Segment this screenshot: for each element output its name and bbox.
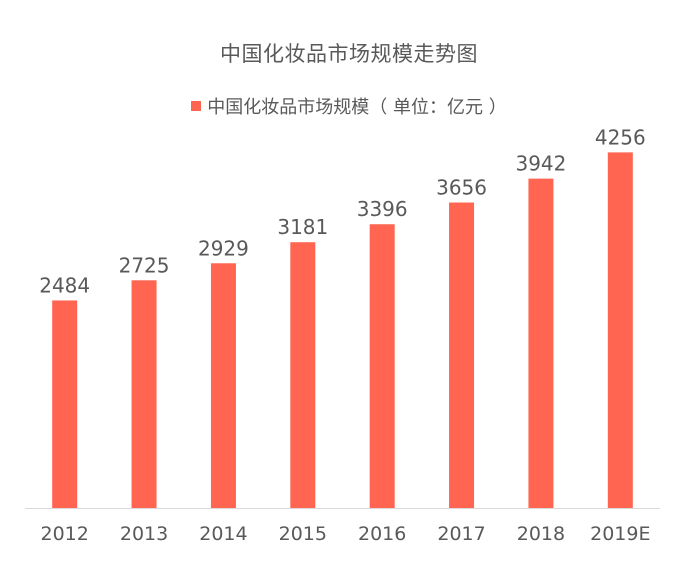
data-label-2012: 2484 [39,273,90,297]
data-label-2013: 2725 [119,253,170,277]
x-tick-label-2014: 2014 [199,523,247,545]
bar-2017 [449,202,475,509]
x-tick-label-2012: 2012 [41,523,89,545]
data-label-2015: 3181 [277,215,328,239]
x-tick-label-2018: 2018 [517,523,565,545]
x-tick-label-2015: 2015 [279,523,327,545]
bar-2013 [131,280,157,508]
data-label-2016: 3396 [357,197,408,221]
data-label-2019E: 4256 [595,125,646,149]
bar-2014 [210,263,236,508]
bar-2016 [369,224,395,508]
bar-2015 [290,242,316,508]
x-tick-label-2013: 2013 [120,523,168,545]
x-tick-label-2019E: 2019E [590,523,650,545]
bar-2012 [52,300,78,508]
chart-title: 中国化妆品市场规模走势图 [220,42,478,66]
data-label-2018: 3942 [515,152,566,176]
data-label-2014: 2929 [198,236,249,260]
legend-label: 中国化妆品市场规模（ 单位：亿元 ） [207,97,507,118]
data-label-2017: 3656 [436,176,487,200]
legend-swatch [191,101,202,111]
legend: 中国化妆品市场规模（ 单位：亿元 ） [0,93,698,119]
bar-2018 [528,178,554,508]
x-tick-label-2017: 2017 [437,523,485,545]
x-tick-label-2016: 2016 [358,523,406,545]
bar-2019E [607,152,633,508]
